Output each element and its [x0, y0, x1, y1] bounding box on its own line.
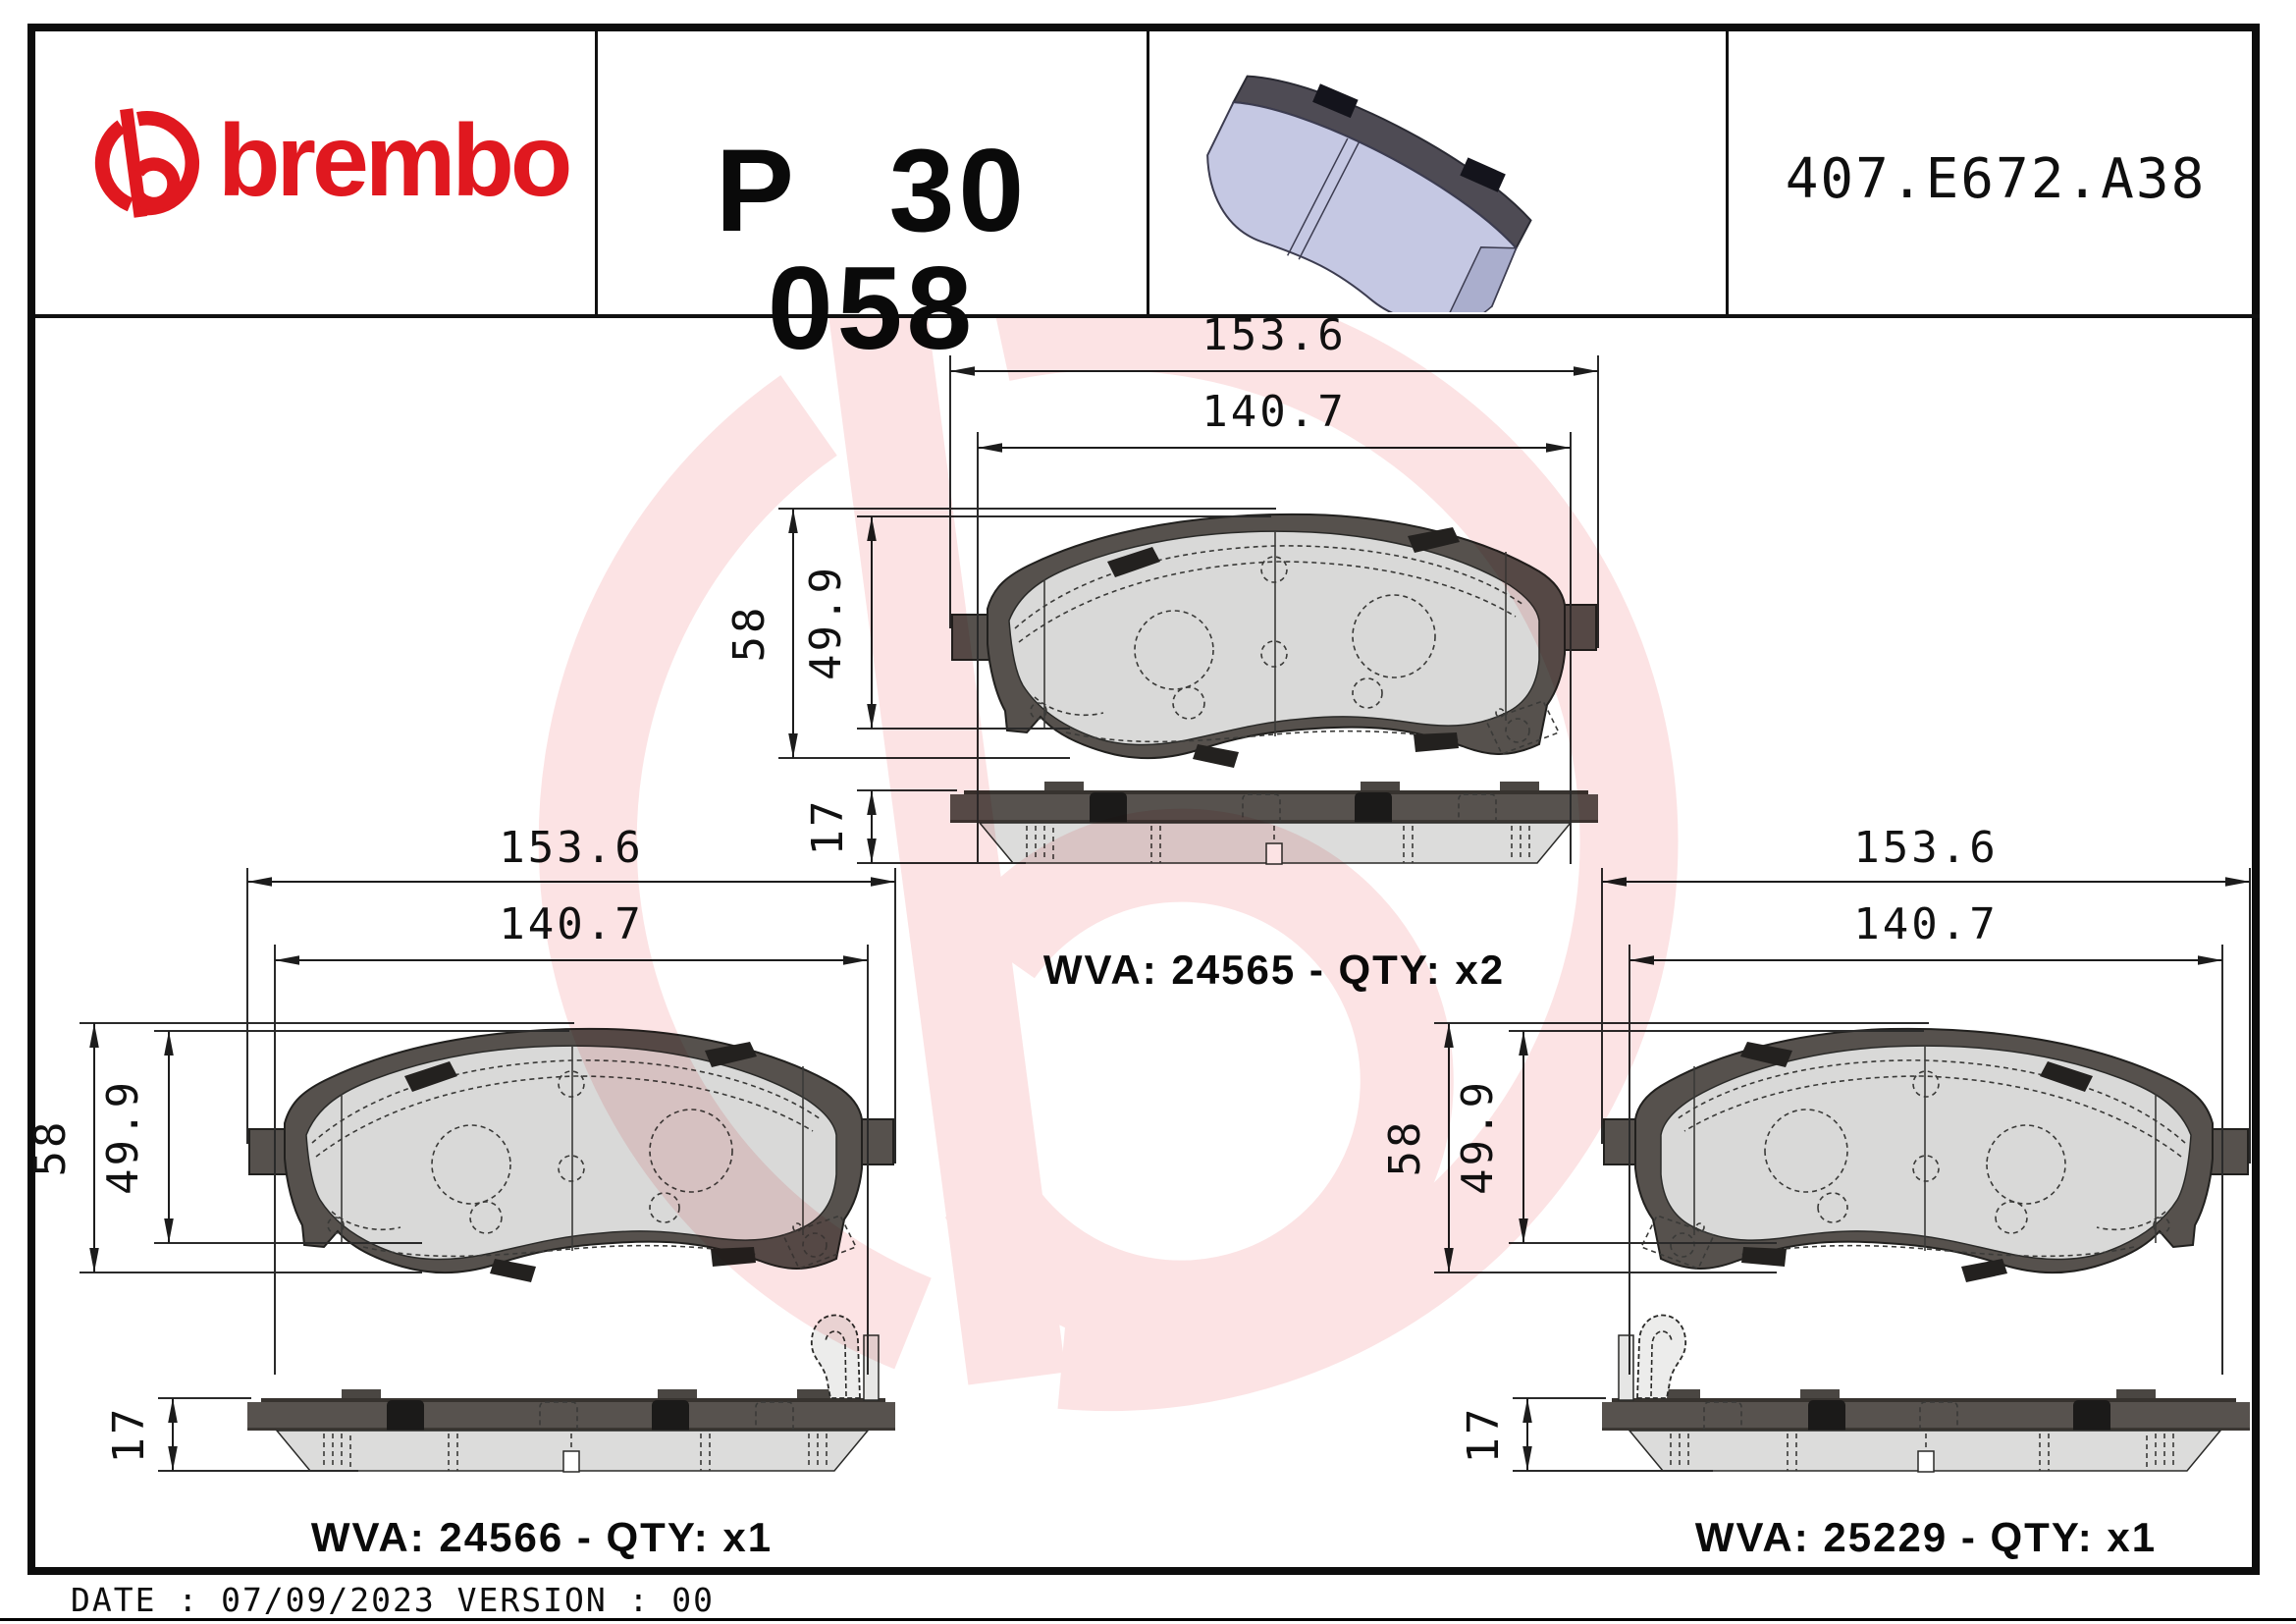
dim-thickness: 17	[803, 798, 853, 856]
brake-pad-3d-image	[1206, 75, 1532, 312]
wva-qty-label: WVA: 24566 - QTY: x1	[311, 1514, 773, 1560]
header-bottom-rule	[35, 314, 2260, 318]
dim-thickness: 17	[1459, 1406, 1509, 1464]
header-divider-2	[1147, 31, 1149, 316]
dim-width-inner: 140.7	[1853, 899, 1998, 949]
dim-width-outer: 153.6	[1853, 823, 1998, 873]
document-border	[27, 24, 2260, 1575]
dim-height-outer: 58	[724, 605, 774, 663]
dim-height-inner: 49.9	[801, 565, 851, 680]
brembo-logo-icon	[94, 108, 199, 218]
drawing-bottom-right-pad: 153.6 140.7 58 49.9 17 WVA: 25229 - QTY:…	[1380, 823, 2251, 1560]
reference-code: 407.E672.A38	[1785, 147, 2207, 211]
header-divider-3	[1726, 31, 1729, 316]
footer-rule	[0, 1618, 2296, 1621]
wva-qty-label: WVA: 25229 - QTY: x1	[1695, 1514, 2157, 1560]
dim-thickness: 17	[104, 1406, 154, 1464]
footer-date-version: DATE : 07/09/2023 VERSION : 00	[71, 1581, 716, 1619]
dim-height-outer: 58	[26, 1119, 76, 1177]
brembo-watermark	[35, 318, 2260, 1567]
header-divider-1	[595, 31, 598, 316]
part-number: P 30 058	[715, 125, 1029, 374]
brand-wordmark: brembo	[218, 104, 572, 218]
dim-height-inner: 49.9	[98, 1079, 148, 1195]
